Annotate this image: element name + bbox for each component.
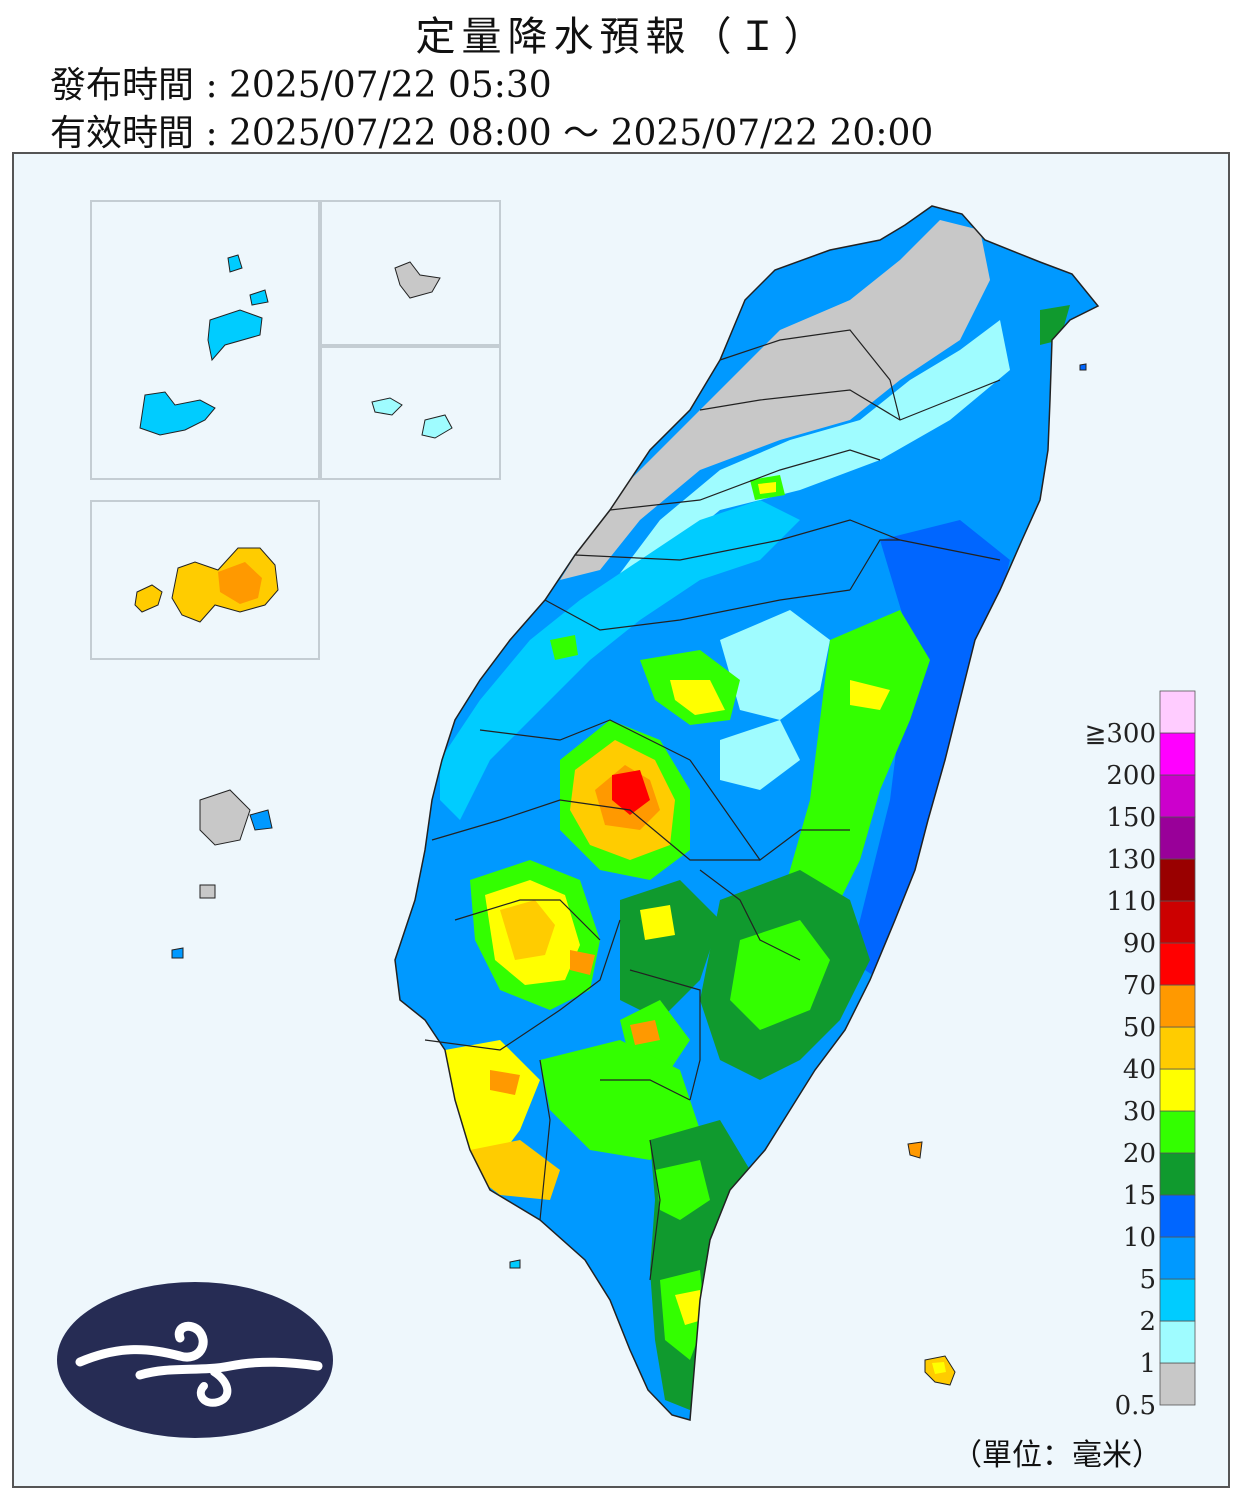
legend-swatch bbox=[1159, 1236, 1196, 1280]
legend-label: 130 bbox=[1106, 845, 1156, 875]
dongyin-island bbox=[394, 261, 441, 299]
legend-swatch bbox=[1159, 942, 1196, 986]
legend-swatch bbox=[1159, 1068, 1196, 1112]
orchid-island bbox=[924, 1355, 956, 1386]
legend-swatch bbox=[1159, 1152, 1196, 1196]
legend-swatch bbox=[1159, 774, 1196, 818]
rainfall-legend: 0.5 1 2 5 10 15 20 30 40 50 70 90 110 130 150 200 ≧300 bbox=[1085, 690, 1196, 1421]
legend-swatch bbox=[1159, 1026, 1196, 1070]
legend-label: 40 bbox=[1123, 1055, 1156, 1085]
legend-swatch bbox=[1159, 1320, 1196, 1364]
wuqiu-islands bbox=[371, 397, 453, 439]
legend-swatch bbox=[1159, 900, 1196, 944]
legend-label: ≧300 bbox=[1085, 719, 1156, 749]
inset-matsu bbox=[90, 200, 320, 480]
legend-label: 90 bbox=[1123, 929, 1156, 959]
legend-swatch bbox=[1159, 1194, 1196, 1238]
legend-label: 1 bbox=[1139, 1349, 1156, 1379]
taiwan-island bbox=[395, 206, 1098, 1420]
legend-label: 2 bbox=[1139, 1307, 1156, 1337]
legend-label: 70 bbox=[1123, 971, 1156, 1001]
legend-swatch bbox=[1159, 1362, 1196, 1406]
legend-label: 30 bbox=[1123, 1097, 1156, 1127]
legend-label: 50 bbox=[1123, 1013, 1156, 1043]
legend-swatch bbox=[1159, 858, 1196, 902]
inset-matsu-north bbox=[320, 200, 501, 346]
legend-label: 200 bbox=[1106, 761, 1156, 791]
matsu-islands bbox=[139, 254, 269, 436]
inset-kinmen bbox=[90, 500, 320, 660]
liuqiu-island bbox=[509, 1259, 521, 1269]
legend-swatch bbox=[1159, 816, 1196, 860]
legend-label: 10 bbox=[1123, 1223, 1156, 1253]
legend-swatch bbox=[1159, 1110, 1196, 1154]
map-title: 定量降水預報（Ｉ） bbox=[415, 14, 830, 60]
kinmen-islands bbox=[134, 547, 279, 623]
legend-label: 5 bbox=[1139, 1265, 1156, 1295]
guishan-island bbox=[1079, 363, 1087, 371]
legend-label: 110 bbox=[1106, 887, 1156, 917]
legend-swatch bbox=[1159, 732, 1196, 776]
issue-time: 發布時間 : 2025/07/22 05:30 bbox=[50, 65, 552, 106]
inset-matsu-south bbox=[320, 346, 501, 480]
legend-label: 15 bbox=[1123, 1181, 1156, 1211]
green-island bbox=[907, 1141, 923, 1159]
legend-label: 0.5 bbox=[1115, 1391, 1156, 1421]
cwa-logo bbox=[57, 1282, 333, 1438]
penghu-islands bbox=[171, 789, 273, 959]
legend-label: 20 bbox=[1123, 1139, 1156, 1169]
legend-swatch bbox=[1159, 1278, 1196, 1322]
county-boundaries bbox=[424, 329, 1001, 1281]
legend-label: 150 bbox=[1106, 803, 1156, 833]
legend-swatch bbox=[1159, 984, 1196, 1028]
valid-time: 有效時間 : 2025/07/22 08:00 ～ 2025/07/22 20:… bbox=[50, 113, 934, 154]
legend-swatch bbox=[1159, 690, 1196, 734]
unit-label: （單位：毫米） bbox=[952, 1438, 1162, 1473]
